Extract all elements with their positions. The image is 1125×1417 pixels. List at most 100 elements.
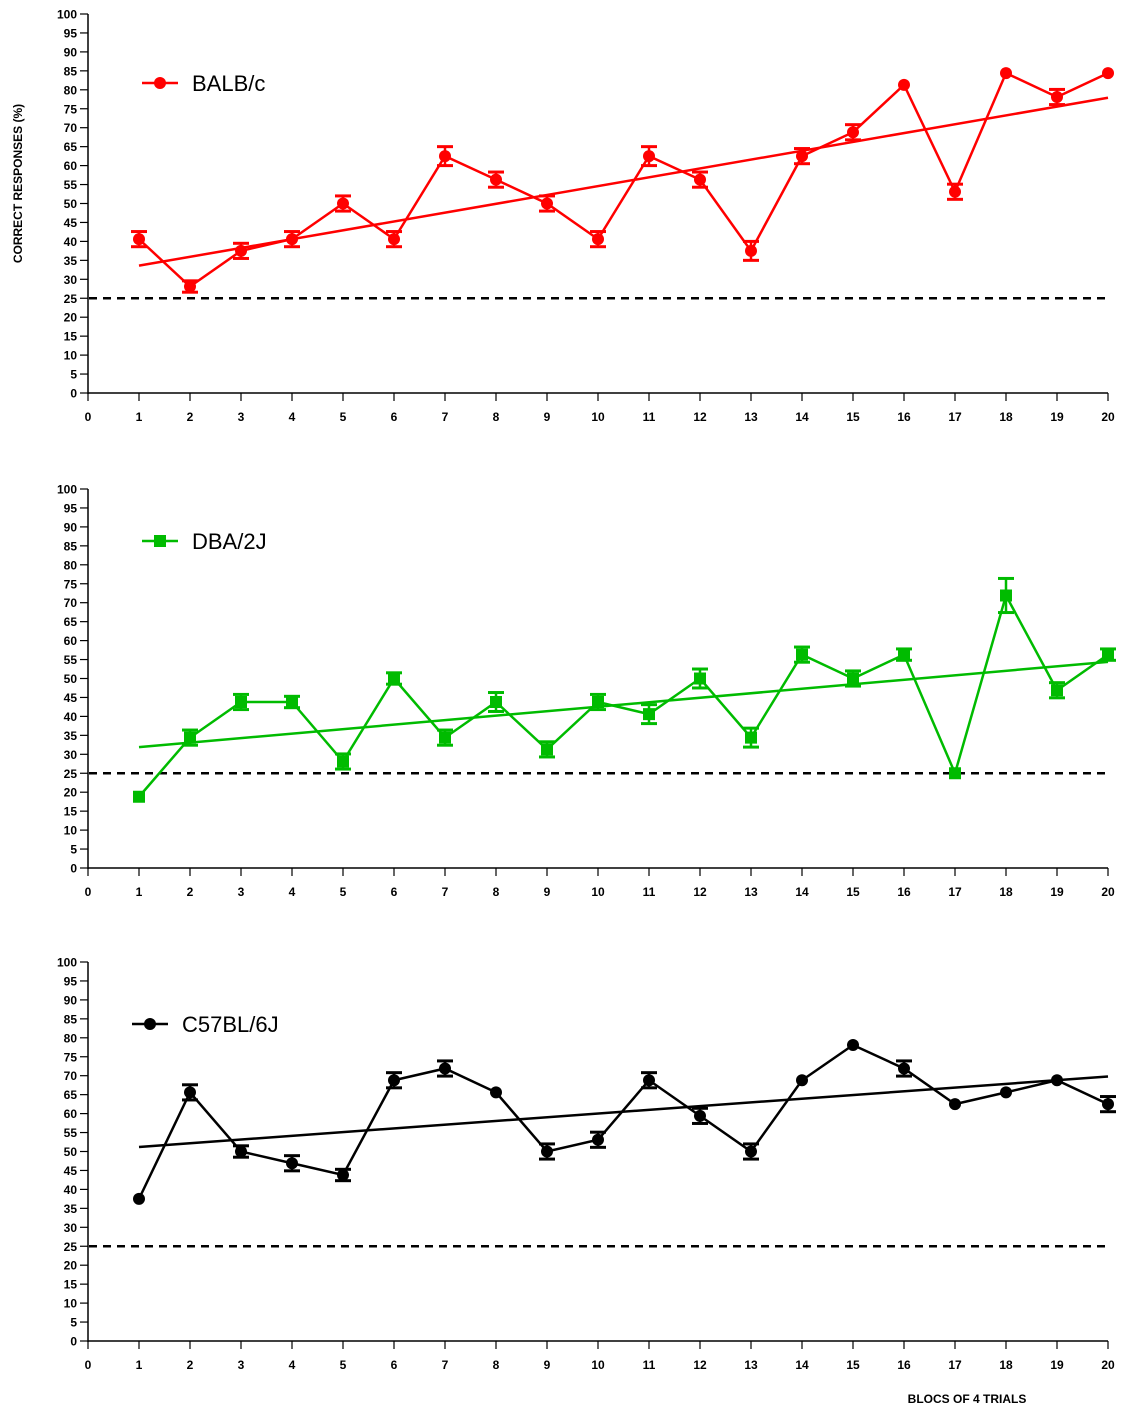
x-tick-label: 12 bbox=[693, 410, 707, 424]
data-point bbox=[388, 233, 400, 246]
data-point bbox=[643, 150, 655, 163]
x-tick-label: 6 bbox=[391, 885, 398, 899]
x-tick-label: 10 bbox=[591, 410, 605, 424]
y-tick-label: 5 bbox=[70, 368, 77, 382]
y-tick-label: 15 bbox=[64, 805, 78, 819]
legend-marker bbox=[154, 77, 166, 89]
data-point bbox=[1051, 91, 1063, 104]
y-tick-label: 10 bbox=[64, 824, 78, 838]
data-point bbox=[694, 173, 706, 186]
data-point bbox=[133, 1192, 145, 1205]
x-tick-label: 16 bbox=[897, 1358, 911, 1372]
data-point bbox=[745, 1145, 757, 1158]
x-tick-label: 13 bbox=[744, 410, 758, 424]
x-tick-label: 5 bbox=[340, 885, 347, 899]
data-point bbox=[796, 150, 808, 163]
chart-panel-top: 0510152025303540455055606570758085909510… bbox=[11, 8, 1115, 425]
x-tick-label: 19 bbox=[1050, 1358, 1064, 1372]
y-tick-label: 5 bbox=[70, 843, 77, 857]
y-tick-label: 45 bbox=[64, 216, 78, 230]
x-tick-label: 0 bbox=[85, 1358, 92, 1372]
x-tick-label: 20 bbox=[1101, 410, 1115, 424]
data-point bbox=[133, 790, 145, 803]
y-tick-label: 60 bbox=[64, 159, 78, 173]
y-tick-label: 25 bbox=[64, 767, 78, 781]
y-tick-label: 100 bbox=[57, 956, 77, 970]
data-point bbox=[388, 1074, 400, 1087]
x-tick-label: 0 bbox=[85, 410, 92, 424]
data-point bbox=[490, 695, 502, 708]
y-tick-label: 50 bbox=[64, 672, 78, 686]
legend: DBA/2J bbox=[142, 529, 267, 554]
data-point bbox=[184, 731, 196, 744]
y-tick-label: 75 bbox=[64, 102, 78, 116]
y-tick-label: 10 bbox=[64, 349, 78, 363]
chart-panel-bottom: 0510152025303540455055606570758085909510… bbox=[57, 956, 1116, 1406]
x-tick-label: 9 bbox=[544, 885, 551, 899]
data-point bbox=[847, 1039, 859, 1052]
legend-label: DBA/2J bbox=[192, 529, 267, 554]
y-tick-label: 20 bbox=[64, 311, 78, 325]
data-point bbox=[1000, 67, 1012, 80]
y-tick-label: 20 bbox=[64, 1259, 78, 1273]
x-tick-label: 7 bbox=[442, 410, 449, 424]
data-point bbox=[1051, 1074, 1063, 1087]
y-tick-label: 40 bbox=[64, 710, 78, 724]
y-tick-label: 55 bbox=[64, 1126, 78, 1140]
data-point bbox=[1000, 1086, 1012, 1099]
data-point bbox=[694, 672, 706, 685]
x-tick-label: 12 bbox=[693, 885, 707, 899]
x-tick-label: 8 bbox=[493, 885, 500, 899]
data-point bbox=[490, 1086, 502, 1099]
data-point bbox=[1102, 1098, 1114, 1111]
x-tick-label: 13 bbox=[744, 1358, 758, 1372]
data-point bbox=[796, 1074, 808, 1087]
x-tick-label: 8 bbox=[493, 410, 500, 424]
x-tick-label: 17 bbox=[948, 885, 962, 899]
data-point bbox=[745, 244, 757, 257]
x-tick-label: 2 bbox=[187, 410, 194, 424]
data-point bbox=[286, 1157, 298, 1170]
y-tick-label: 95 bbox=[64, 26, 78, 40]
data-point bbox=[184, 1086, 196, 1099]
data-point bbox=[592, 695, 604, 708]
y-tick-label: 45 bbox=[64, 691, 78, 705]
data-point bbox=[541, 197, 553, 210]
x-tick-label: 11 bbox=[643, 885, 656, 899]
data-point bbox=[439, 731, 451, 744]
legend-label: BALB/c bbox=[192, 71, 265, 96]
y-tick-label: 50 bbox=[64, 1145, 78, 1159]
trend-line bbox=[138, 96, 1109, 267]
y-tick-label: 100 bbox=[57, 483, 77, 497]
data-point bbox=[847, 126, 859, 139]
y-tick-label: 65 bbox=[64, 615, 78, 629]
x-tick-label: 13 bbox=[744, 885, 758, 899]
legend-marker bbox=[154, 535, 166, 547]
x-tick-label: 0 bbox=[85, 885, 92, 899]
legend-label: C57BL/6J bbox=[182, 1012, 279, 1037]
y-tick-label: 70 bbox=[64, 121, 78, 135]
data-point bbox=[1000, 589, 1012, 602]
data-point bbox=[235, 1145, 247, 1158]
x-tick-label: 11 bbox=[643, 410, 656, 424]
y-tick-label: 25 bbox=[64, 1240, 78, 1254]
data-point bbox=[235, 244, 247, 257]
data-point bbox=[541, 1145, 553, 1158]
x-tick-label: 2 bbox=[187, 1358, 194, 1372]
data-point bbox=[337, 197, 349, 210]
x-tick-label: 5 bbox=[340, 1358, 347, 1372]
data-point bbox=[949, 767, 961, 780]
y-tick-label: 90 bbox=[64, 520, 78, 534]
y-tick-label: 40 bbox=[64, 235, 78, 249]
y-tick-label: 75 bbox=[64, 1050, 78, 1064]
x-tick-label: 1 bbox=[136, 410, 143, 424]
y-axis-title: CORRECT RESPONSES (%) bbox=[11, 104, 25, 263]
y-tick-label: 35 bbox=[64, 254, 78, 268]
x-tick-label: 1 bbox=[136, 885, 143, 899]
x-tick-label: 4 bbox=[289, 410, 296, 424]
x-tick-label: 16 bbox=[897, 885, 911, 899]
data-point bbox=[235, 695, 247, 708]
data-point bbox=[643, 708, 655, 721]
data-point bbox=[388, 672, 400, 685]
x-tick-label: 12 bbox=[693, 1358, 707, 1372]
